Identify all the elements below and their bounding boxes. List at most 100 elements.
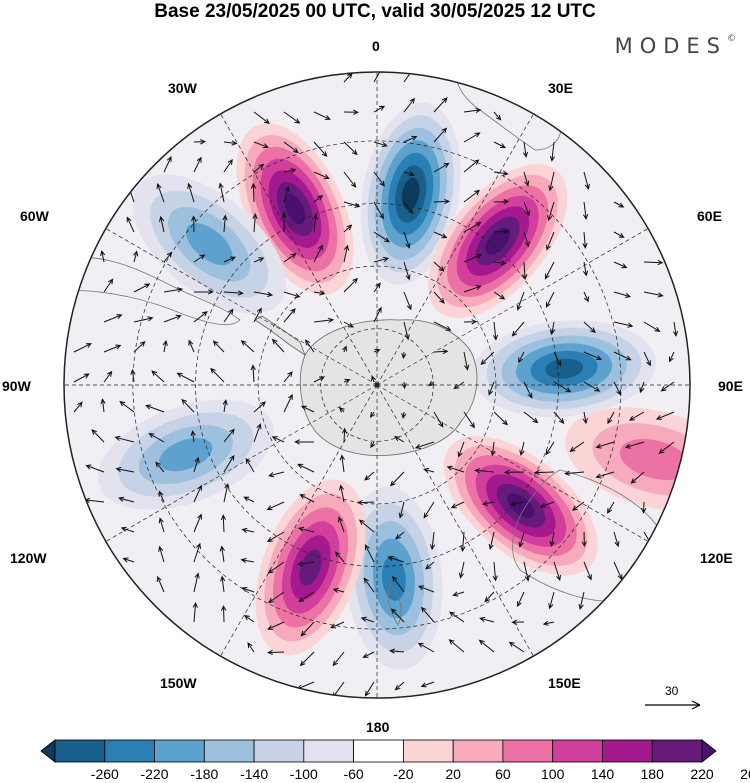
reference-vector-label: 30: [665, 684, 679, 698]
wind-arrow: [364, 544, 375, 563]
wind-arrow: [103, 344, 122, 353]
wind-arrow: [294, 439, 315, 445]
wind-arrow: [281, 211, 287, 232]
wind-arrow: [91, 429, 105, 443]
meridian-line: [220, 113, 378, 386]
wind-arrow: [403, 97, 415, 113]
wind-arrow: [546, 231, 555, 251]
anomaly-contour: [401, 177, 420, 211]
wind-arrow: [448, 639, 465, 653]
wind-arrow: [582, 411, 588, 425]
colorbar-tick-label: -100: [289, 766, 318, 782]
wind-arrow: [163, 155, 172, 173]
wind-arrow: [583, 561, 592, 581]
wind-arrow: [193, 484, 202, 503]
wind-arrow: [463, 159, 480, 173]
wind-arrow: [373, 282, 381, 293]
wind-arrow: [253, 111, 270, 124]
wind-arrow: [241, 586, 255, 593]
lon-label-60w: 60W: [20, 208, 49, 224]
colorbar-swatch: [502, 739, 554, 763]
wind-arrow: [253, 141, 269, 149]
wind-arrow: [158, 517, 165, 533]
wind-arrow: [362, 651, 375, 658]
wind-arrow: [479, 616, 495, 623]
wind-arrow: [193, 289, 214, 295]
wind-arrow: [373, 141, 388, 148]
colorbar-tick-label: 260: [740, 766, 750, 782]
colorbar-swatch: [54, 739, 106, 763]
wind-arrow: [613, 321, 634, 328]
wind-arrow: [223, 483, 230, 503]
wind-arrow: [133, 341, 146, 353]
wind-arrow: [474, 468, 495, 474]
wind-arrow: [193, 311, 208, 323]
wind-arrow: [241, 527, 255, 533]
wind-arrow: [343, 244, 350, 263]
wind-arrow: [343, 141, 358, 156]
wind-arrow: [373, 348, 381, 354]
wind-arrow: [389, 471, 405, 487]
south-pole-marker: [374, 382, 380, 388]
wind-arrow: [343, 109, 359, 115]
meridian-line: [376, 384, 649, 542]
wind-arrow: [193, 139, 206, 145]
wind-arrow: [312, 213, 318, 233]
wind-arrow: [343, 378, 351, 384]
wind-arrow: [545, 291, 555, 308]
colorbar-cap-low: [40, 739, 56, 763]
antarctica-land: [299, 319, 478, 456]
meridian-line: [376, 113, 534, 386]
wind-arrow: [480, 351, 495, 366]
wind-arrow: [523, 201, 530, 217]
lon-label-150e: 150E: [548, 675, 581, 691]
wind-arrow: [126, 216, 135, 233]
meridian-line: [105, 384, 378, 542]
wind-arrow: [190, 430, 196, 443]
wind-arrow: [672, 321, 679, 337]
wind-arrow: [582, 231, 588, 249]
wind-arrow: [223, 140, 238, 146]
negative-anomaly-8: [132, 174, 287, 314]
wind-arrow: [313, 171, 330, 180]
wind-arrow: [176, 372, 195, 383]
wind-arrow: [417, 642, 435, 653]
wind-arrow: [342, 345, 348, 353]
positive-anomaly-6: [255, 479, 366, 656]
wind-arrow: [548, 591, 555, 610]
wind-arrow: [463, 107, 482, 114]
wind-arrow: [463, 411, 475, 429]
colorbar-tick-label: -220: [140, 766, 169, 782]
wind-arrow: [392, 575, 405, 593]
wind-arrow: [332, 651, 345, 667]
wind-arrow: [624, 441, 645, 449]
wind-arrow: [493, 291, 506, 300]
wind-arrow: [433, 162, 450, 173]
lon-label-120w: 120W: [10, 550, 47, 566]
wind-arrow: [390, 608, 405, 623]
wind-arrow: [373, 306, 382, 323]
wind-arrow: [304, 339, 315, 353]
wind-arrow: [220, 604, 227, 623]
wind-arrow: [115, 466, 135, 473]
wind-arrow: [267, 649, 285, 656]
wind-arrow: [403, 291, 412, 311]
wind-arrow: [253, 163, 265, 173]
wind-arrow: [542, 620, 555, 626]
wind-arrow: [271, 338, 285, 353]
wind-arrow: [283, 141, 299, 154]
wind-arrow: [313, 290, 326, 296]
anomaly-contour: [185, 223, 233, 266]
wind-arrow: [253, 401, 266, 413]
wind-arrow: [463, 189, 480, 203]
wind-arrow: [220, 514, 227, 533]
wind-arrow: [583, 291, 589, 303]
latitude-circle: [257, 265, 497, 505]
colorbar-tick-label: 180: [640, 766, 664, 782]
wind-arrow: [403, 201, 414, 215]
wind-arrow: [156, 183, 165, 203]
wind-arrow: [613, 381, 622, 396]
wind-arrow: [433, 97, 448, 113]
wind-arrow: [425, 561, 435, 570]
meridian-line: [220, 384, 378, 657]
